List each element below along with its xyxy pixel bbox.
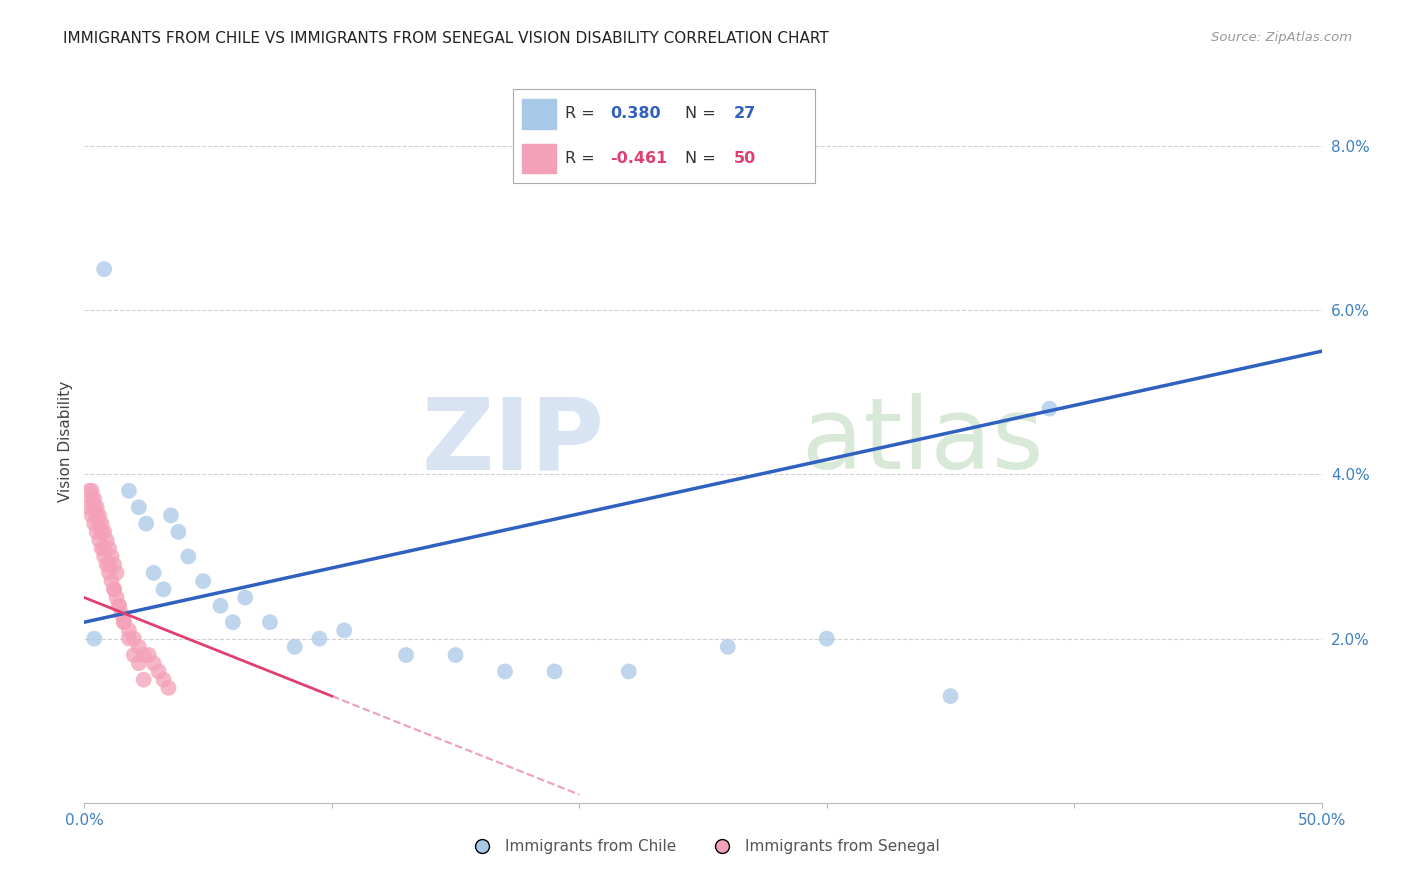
Point: [259, 615, 281, 630]
Point: [96, 533, 118, 547]
Point: [86, 508, 108, 523]
Point: [80, 483, 103, 498]
Point: [100, 549, 122, 564]
Point: [98, 541, 121, 556]
Point: [118, 624, 141, 638]
Point: [1038, 401, 1060, 416]
Point: [89, 516, 111, 531]
Point: [152, 673, 174, 687]
Point: [494, 665, 516, 679]
Point: [444, 648, 467, 662]
Point: [112, 615, 135, 630]
Point: [93, 541, 115, 556]
Point: [86, 500, 108, 515]
Point: [83, 632, 105, 646]
Bar: [522, 98, 555, 128]
Point: [118, 483, 141, 498]
Point: [79, 500, 101, 515]
Point: [103, 582, 125, 597]
Point: [118, 632, 141, 646]
Point: [160, 508, 183, 523]
Point: [100, 574, 122, 588]
Point: [395, 648, 418, 662]
Point: [83, 516, 105, 531]
Point: [83, 491, 105, 506]
Point: [110, 607, 132, 621]
Point: [96, 558, 118, 572]
Point: [103, 582, 125, 597]
Point: [135, 516, 157, 531]
Text: N =: N =: [686, 106, 721, 121]
Point: [128, 640, 150, 654]
Point: [167, 524, 190, 539]
Point: [815, 632, 838, 646]
Point: [89, 533, 111, 547]
Point: [90, 516, 112, 531]
Point: [93, 524, 115, 539]
Point: [80, 491, 103, 506]
Point: [939, 689, 962, 703]
Point: [93, 262, 115, 277]
Text: 50: 50: [734, 151, 756, 166]
Point: [89, 508, 111, 523]
Text: ZIP: ZIP: [422, 393, 605, 490]
Point: [308, 632, 330, 646]
Text: R =: R =: [565, 151, 599, 166]
Text: atlas: atlas: [801, 393, 1043, 490]
Bar: [522, 144, 555, 173]
Point: [112, 615, 135, 630]
Point: [138, 648, 160, 662]
Point: [80, 508, 103, 523]
Point: [122, 632, 145, 646]
Point: [79, 483, 101, 498]
Point: [209, 599, 232, 613]
Text: 27: 27: [734, 106, 756, 121]
Point: [177, 549, 200, 564]
Point: [90, 541, 112, 556]
Point: [284, 640, 307, 654]
Point: [152, 582, 174, 597]
Point: [108, 599, 131, 613]
Point: [90, 524, 112, 539]
Text: 0.380: 0.380: [610, 106, 661, 121]
Text: N =: N =: [686, 151, 721, 166]
Text: R =: R =: [565, 106, 599, 121]
Point: [105, 591, 128, 605]
Point: [157, 681, 180, 695]
Point: [142, 657, 165, 671]
Point: [103, 558, 125, 572]
Point: [93, 549, 115, 564]
Point: [717, 640, 740, 654]
FancyBboxPatch shape: [513, 89, 815, 183]
Point: [98, 566, 121, 580]
Point: [233, 591, 256, 605]
Text: -0.461: -0.461: [610, 151, 668, 166]
Point: [142, 566, 165, 580]
Text: Source: ZipAtlas.com: Source: ZipAtlas.com: [1212, 31, 1353, 45]
Point: [132, 648, 155, 662]
Y-axis label: Vision Disability: Vision Disability: [58, 381, 73, 502]
Point: [108, 599, 131, 613]
Point: [132, 673, 155, 687]
Point: [333, 624, 356, 638]
Point: [543, 665, 565, 679]
Point: [128, 657, 150, 671]
Point: [222, 615, 245, 630]
Point: [83, 500, 105, 515]
Point: [98, 558, 121, 572]
Legend: Immigrants from Chile, Immigrants from Senegal: Immigrants from Chile, Immigrants from S…: [460, 833, 946, 860]
Point: [86, 524, 108, 539]
Point: [148, 665, 170, 679]
Point: [122, 648, 145, 662]
Point: [105, 566, 128, 580]
Point: [128, 500, 150, 515]
Text: IMMIGRANTS FROM CHILE VS IMMIGRANTS FROM SENEGAL VISION DISABILITY CORRELATION C: IMMIGRANTS FROM CHILE VS IMMIGRANTS FROM…: [63, 31, 830, 46]
Point: [191, 574, 214, 588]
Point: [617, 665, 640, 679]
